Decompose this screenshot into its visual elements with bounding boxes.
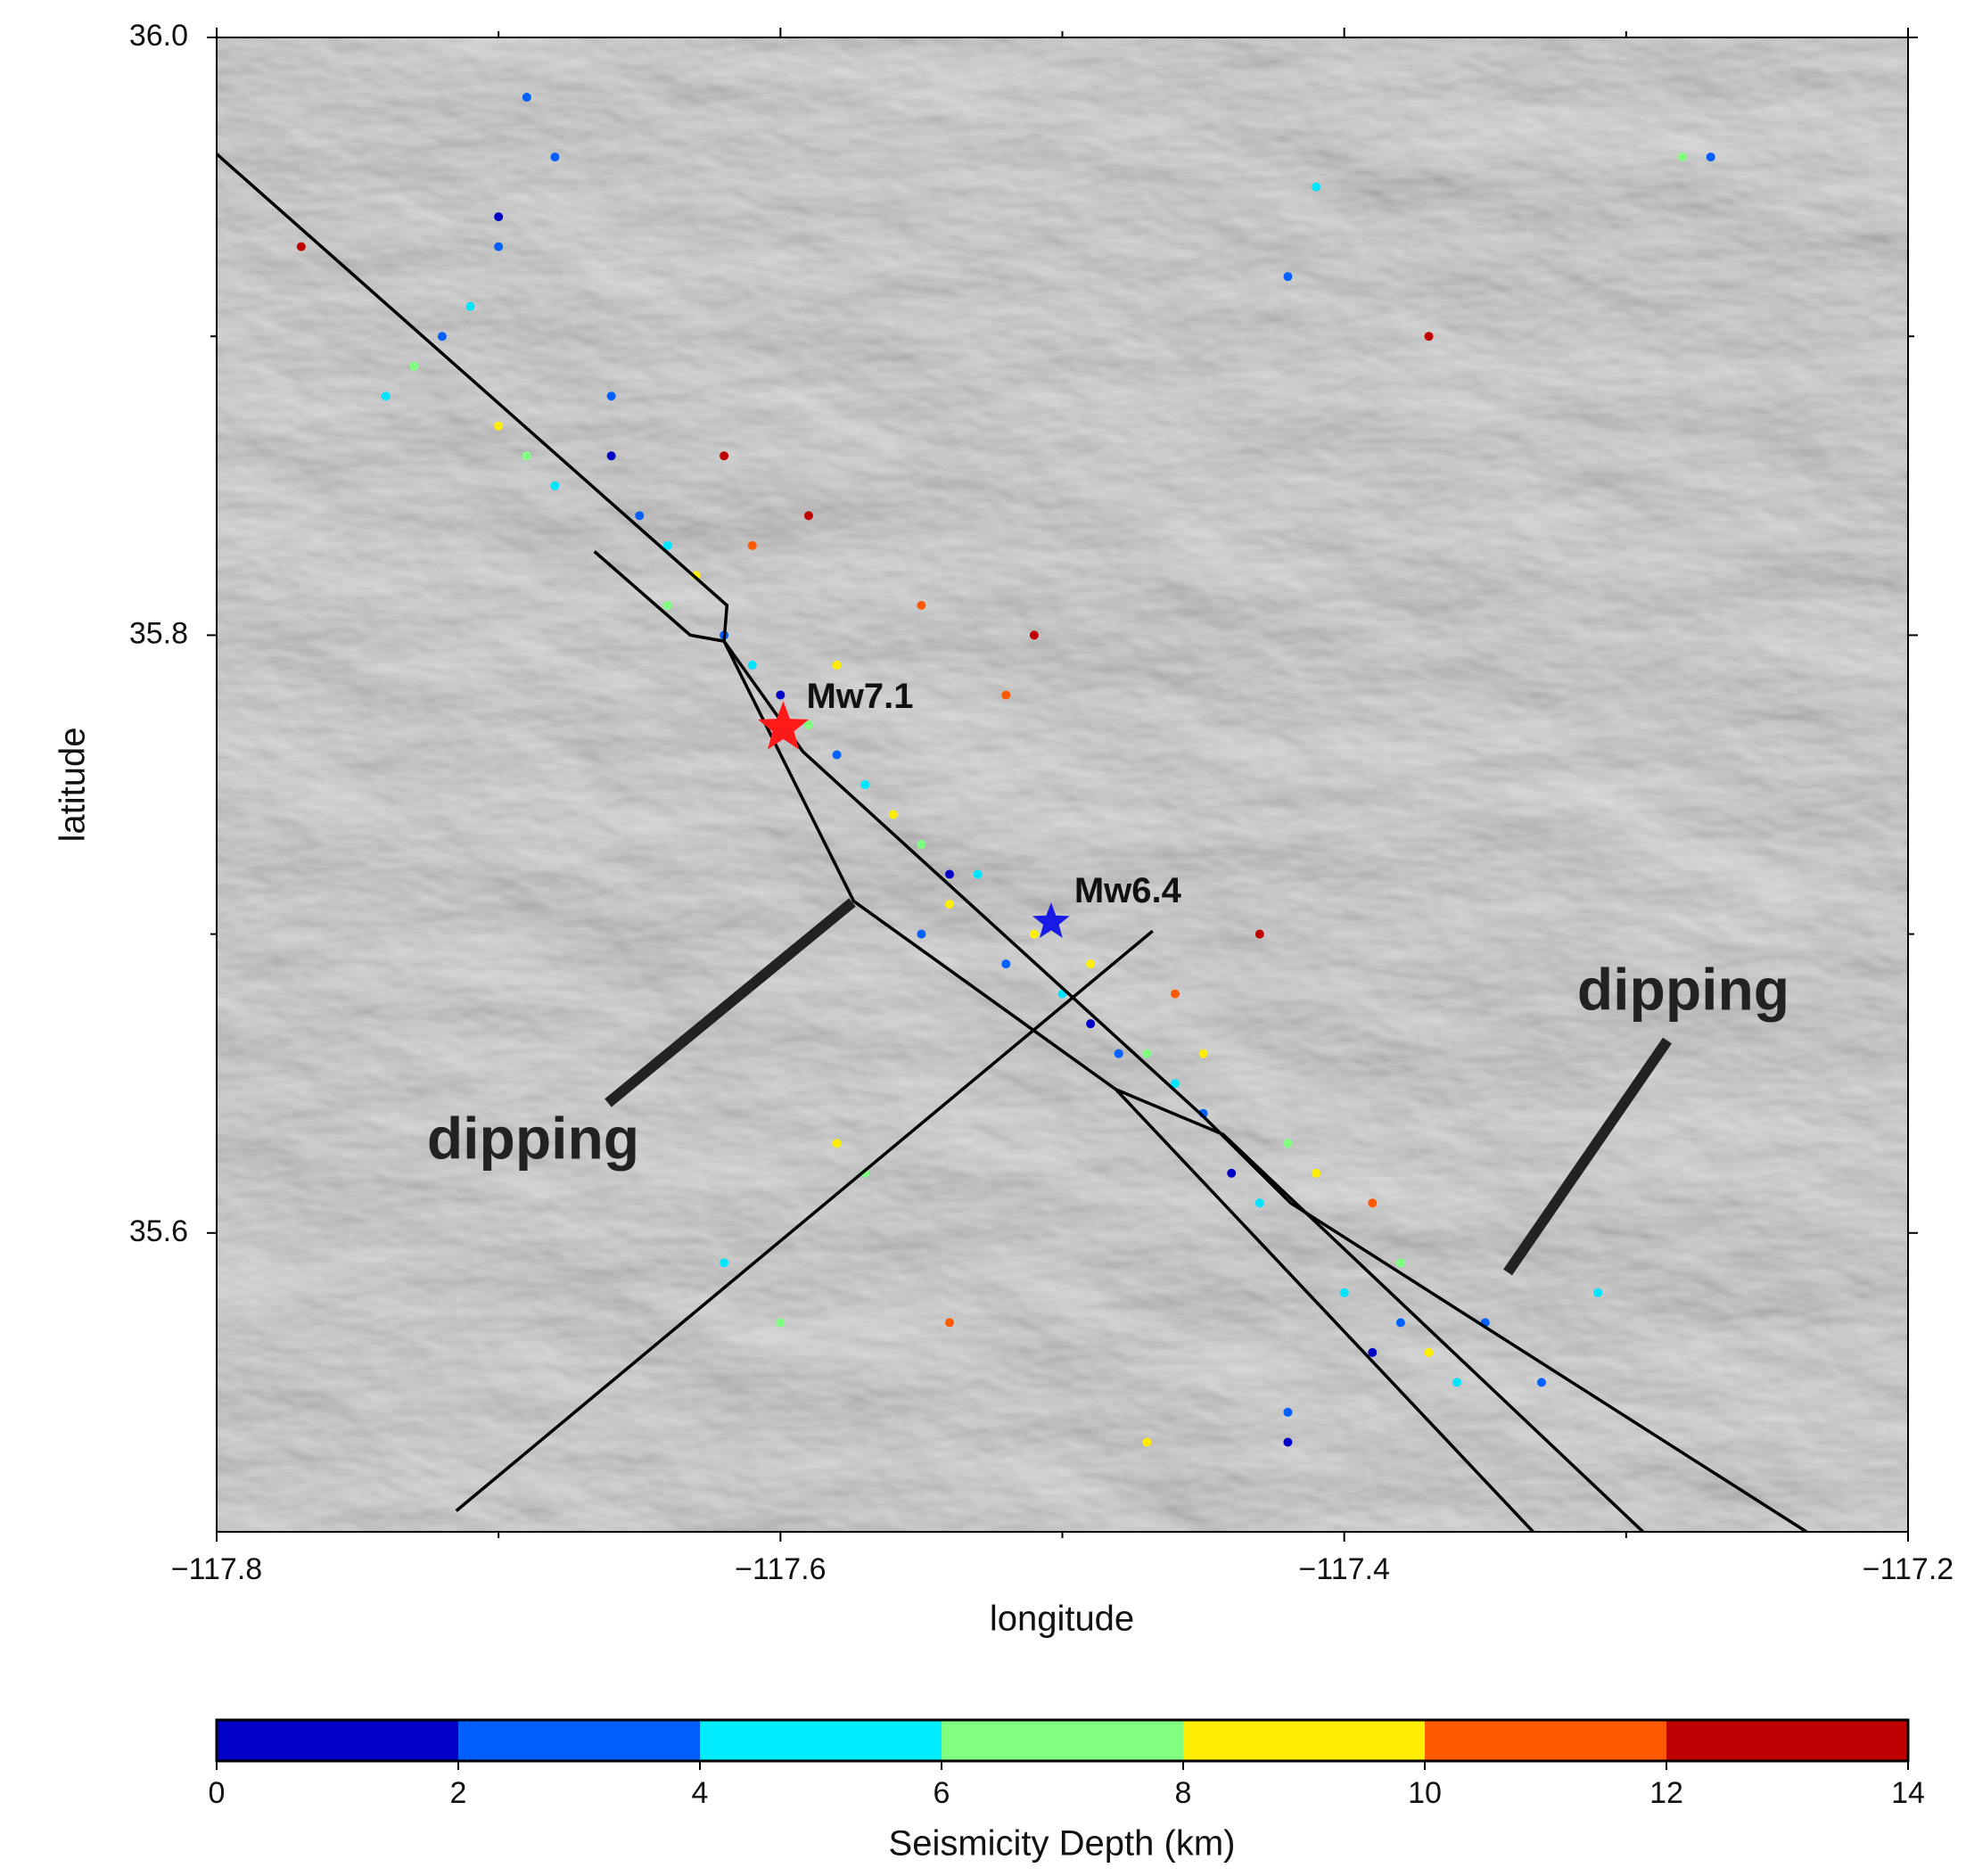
earthquake (1142, 1049, 1151, 1058)
earthquake (860, 780, 869, 789)
earthquake (917, 930, 925, 939)
earthquake (635, 511, 644, 520)
epicenter-label: Mw6.4 (1074, 871, 1182, 910)
earthquake (297, 243, 306, 251)
earthquake (917, 840, 925, 849)
colorbar-segment (1666, 1720, 1908, 1761)
earthquake (1255, 930, 1264, 939)
earthquake (776, 1318, 785, 1327)
earthquake (776, 690, 785, 699)
earthquake (1227, 1169, 1236, 1178)
earthquake (833, 1139, 842, 1148)
y-tick-label: 36.0 (129, 19, 188, 53)
earthquake (804, 511, 813, 520)
earthquake (494, 243, 503, 251)
earthquake (1312, 183, 1320, 192)
colorbar-segment (1183, 1720, 1425, 1761)
x-tick-label: −117.4 (1298, 1552, 1389, 1586)
earthquake (1678, 152, 1687, 161)
earthquake (1396, 1318, 1405, 1327)
earthquake (917, 601, 925, 610)
earthquake (1283, 272, 1292, 281)
earthquake (1312, 1169, 1320, 1178)
earthquake (945, 1318, 954, 1327)
earthquake (382, 391, 391, 400)
earthquake (1199, 1049, 1208, 1058)
y-tick-label: 35.8 (129, 616, 188, 650)
earthquake (1283, 1139, 1292, 1148)
earthquake (1368, 1198, 1377, 1207)
earthquake (1425, 332, 1434, 341)
colorbar-tick-label: 12 (1649, 1776, 1683, 1810)
earthquake (1142, 1437, 1151, 1446)
figure: dipping dipping longitude latitude Seism… (0, 0, 1966, 1876)
colorbar-segment (458, 1720, 700, 1761)
earthquake (607, 451, 616, 460)
colorbar-segment (217, 1720, 458, 1761)
earthquake (550, 481, 559, 490)
earthquake (1537, 1378, 1546, 1386)
earthquake (1030, 630, 1039, 639)
earthquake (1707, 152, 1715, 161)
colorbar-tick-label: 4 (692, 1776, 709, 1810)
colorbar-tick-label: 6 (934, 1776, 950, 1810)
earthquake (522, 451, 531, 460)
earthquake (494, 212, 503, 221)
earthquake (1171, 990, 1180, 999)
x-tick-label: −117.2 (1863, 1552, 1954, 1586)
earthquake (945, 870, 954, 879)
earthquake (833, 750, 842, 759)
hillshade (217, 37, 1908, 1532)
earthquake (1340, 1288, 1349, 1297)
earthquake (889, 810, 898, 819)
earthquake (1030, 930, 1039, 939)
earthquake (607, 391, 616, 400)
earthquake (833, 661, 842, 670)
earthquake (1396, 1258, 1405, 1267)
annotation: dipping (427, 1105, 639, 1171)
annotation: dipping (1577, 956, 1789, 1022)
earthquake (945, 900, 954, 909)
x-tick-label: −117.6 (735, 1552, 826, 1586)
earthquake (1001, 690, 1010, 699)
colorbar-segment (942, 1720, 1183, 1761)
colorbar-tick-label: 0 (209, 1776, 226, 1810)
earthquake (1001, 959, 1010, 968)
earthquake (466, 302, 475, 311)
earthquake (1283, 1437, 1292, 1446)
earthquake (720, 1258, 728, 1267)
colorbar-tick-label: 14 (1891, 1776, 1925, 1810)
earthquake (1086, 1019, 1095, 1028)
colorbar-label: Seismicity Depth (km) (889, 1824, 1236, 1864)
colorbar-tick-label: 2 (450, 1776, 467, 1810)
earthquake (438, 332, 447, 341)
colorbar-segment (700, 1720, 942, 1761)
epicenter-label: Mw7.1 (806, 677, 913, 716)
colorbar-segment (1425, 1720, 1666, 1761)
earthquake (748, 661, 757, 670)
earthquake (663, 601, 672, 610)
earthquake (494, 422, 503, 431)
earthquake (974, 870, 983, 879)
earthquake (522, 93, 531, 102)
earthquake (1255, 1198, 1264, 1207)
earthquake (1593, 1288, 1602, 1297)
earthquake (1283, 1408, 1292, 1417)
x-tick-label: −117.8 (171, 1552, 262, 1586)
earthquake (720, 451, 728, 460)
earthquake (550, 152, 559, 161)
y-tick-label: 35.6 (129, 1214, 188, 1248)
earthquake (1425, 1348, 1434, 1357)
earthquake (409, 362, 418, 371)
earthquake (1452, 1378, 1461, 1386)
earthquake (1115, 1049, 1123, 1058)
colorbar-tick-label: 8 (1175, 1776, 1192, 1810)
earthquake (748, 541, 757, 550)
earthquake (1086, 959, 1095, 968)
y-axis-label: latitude (53, 728, 93, 843)
colorbar-tick-label: 10 (1408, 1776, 1442, 1810)
earthquake (1368, 1348, 1377, 1357)
x-axis-label: longitude (990, 1600, 1134, 1639)
